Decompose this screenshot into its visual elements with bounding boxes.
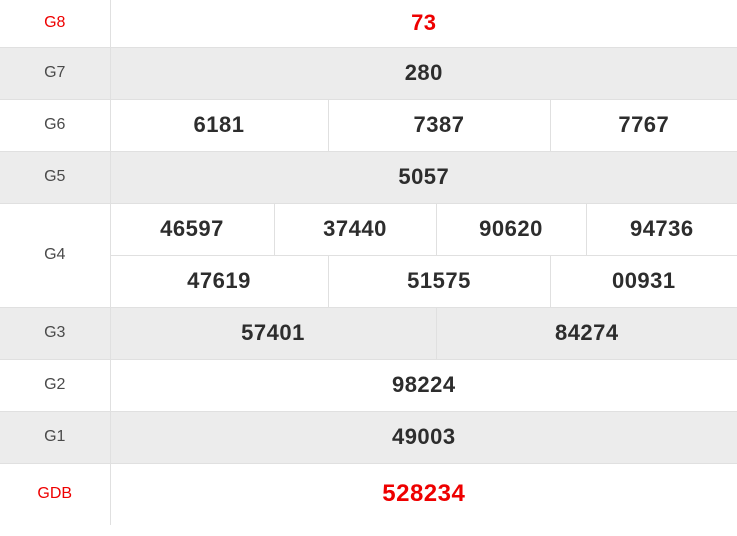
prize-label-g2: G2 — [0, 358, 111, 412]
prize-value-g4-4: 94736 — [585, 202, 737, 256]
prize-label-g3: G3 — [0, 306, 111, 360]
prize-label-g8: G8 — [0, 0, 111, 48]
lottery-results-table: G8 73 G7 280 G6 6181 7387 7767 G5 5057 G… — [0, 0, 737, 525]
prize-value-g8: 73 — [109, 0, 737, 48]
prize-label-g6: G6 — [0, 98, 111, 152]
prize-value-g4-2: 37440 — [273, 202, 437, 256]
prize-value-g6-1: 6181 — [109, 98, 329, 152]
prize-value-g3-2: 84274 — [435, 306, 737, 360]
prize-label-g7: G7 — [0, 46, 111, 100]
prize-row-g5: G5 5057 — [0, 150, 737, 204]
prize-value-g3-1: 57401 — [109, 306, 437, 360]
prize-value-gdb: 528234 — [109, 462, 737, 525]
prize-row-g4-line2: 47619 51575 00931 — [0, 254, 737, 308]
prize-value-g4-5: 47619 — [110, 254, 329, 308]
prize-value-g6-2: 7387 — [327, 98, 551, 152]
prize-value-g2: 98224 — [109, 358, 737, 412]
prize-value-g7: 280 — [109, 46, 737, 100]
prize-value-g6-3: 7767 — [549, 98, 737, 152]
prize-value-g5: 5057 — [109, 150, 737, 204]
prize-label-g5: G5 — [0, 150, 111, 204]
prize-value-g4-3: 90620 — [435, 202, 587, 256]
prize-row-g8: G8 73 — [0, 0, 737, 48]
prize-label-g1: G1 — [0, 410, 111, 464]
prize-row-g3: G3 57401 84274 — [0, 306, 737, 360]
prize-label-g4: G4 — [0, 202, 111, 308]
prize-row-g6: G6 6181 7387 7767 — [0, 98, 737, 152]
prize-row-g1: G1 49003 — [0, 410, 737, 464]
prize-label-gdb: GDB — [0, 462, 111, 525]
prize-row-gdb: GDB 528234 — [0, 462, 737, 525]
prize-row-g7: G7 280 — [0, 46, 737, 100]
prize-row-g2: G2 98224 — [0, 358, 737, 412]
prize-row-g4-line1: G4 46597 37440 90620 94736 — [0, 202, 737, 308]
prize-value-g4-6: 51575 — [327, 254, 551, 308]
prize-value-g1: 49003 — [109, 410, 737, 464]
prize-value-g4-7: 00931 — [549, 254, 737, 308]
prize-value-g4-1: 46597 — [109, 202, 275, 256]
